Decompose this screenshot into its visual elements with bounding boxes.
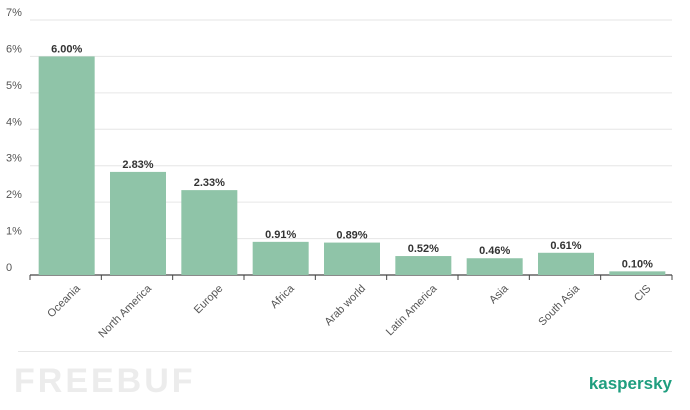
data-label: 0.91%	[265, 229, 296, 241]
y-tick-label: 2%	[6, 189, 22, 201]
category-label: Europe	[192, 283, 226, 317]
footer-divider	[18, 351, 672, 352]
category-label: Asia	[487, 282, 511, 306]
data-label: 0.10%	[622, 258, 653, 270]
category-label: North America	[96, 282, 154, 340]
category-label: CIS	[632, 283, 653, 304]
y-tick-label: 3%	[6, 153, 22, 165]
data-label: 0.89%	[336, 230, 367, 242]
data-label: 0.52%	[408, 243, 439, 255]
y-tick-label: 5%	[6, 80, 22, 92]
bar	[38, 56, 95, 275]
data-label: 0.46%	[479, 245, 510, 257]
category-label: Latin America	[384, 282, 440, 338]
y-tick-label: 0	[6, 262, 12, 274]
y-tick-label: 4%	[6, 116, 22, 128]
y-tick-label: 7%	[6, 7, 22, 19]
bar	[609, 271, 666, 275]
bar	[538, 252, 594, 275]
category-label: South Asia	[536, 282, 582, 328]
category-label: Africa	[268, 282, 297, 311]
bar	[324, 242, 380, 275]
category-label: Arab world	[322, 283, 368, 329]
bar	[110, 171, 166, 275]
data-label: 2.83%	[122, 159, 153, 171]
bar	[252, 241, 309, 275]
y-tick-label: 6%	[6, 43, 22, 55]
y-tick-label: 1%	[6, 226, 22, 238]
bar	[181, 190, 238, 275]
bar-chart: 0 1% 2% 3% 4% 5% 6% 7% 6.00% Oceania 2.83% North Am…	[6, 7, 673, 340]
brand-logo: kaspersky	[588, 374, 672, 393]
watermark: FREEBUF	[14, 362, 196, 400]
data-label: 6.00%	[51, 43, 82, 55]
bar	[466, 258, 523, 275]
data-label: 0.61%	[550, 240, 581, 252]
data-label: 2.33%	[194, 177, 225, 189]
bar	[395, 256, 452, 275]
category-label: Oceania	[45, 282, 83, 320]
